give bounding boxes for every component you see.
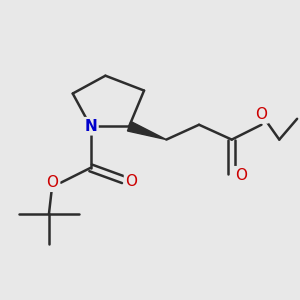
Text: O: O — [126, 174, 138, 189]
Text: O: O — [46, 175, 58, 190]
Text: O: O — [235, 168, 247, 183]
Text: N: N — [84, 119, 97, 134]
Polygon shape — [128, 122, 166, 140]
Text: O: O — [256, 107, 268, 122]
